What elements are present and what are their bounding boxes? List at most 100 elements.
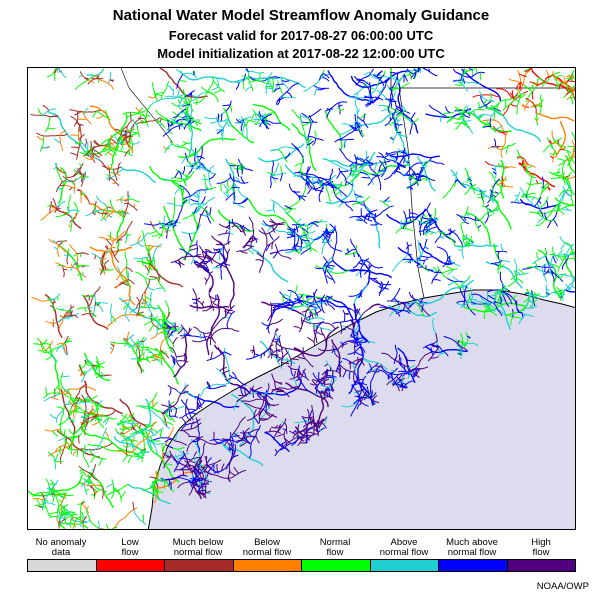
- river-segment: [59, 446, 61, 455]
- river-segment: [337, 367, 341, 372]
- river-segment: [190, 473, 194, 482]
- river-segment: [213, 439, 221, 445]
- river-segment: [567, 158, 572, 166]
- river-segment: [59, 512, 63, 521]
- river-segment: [423, 175, 436, 182]
- river-segment: [157, 319, 161, 328]
- river-segment: [194, 442, 206, 476]
- river-segment: [165, 444, 173, 449]
- river-segment: [272, 225, 276, 233]
- river-segment: [147, 427, 165, 440]
- river-segment: [156, 91, 165, 95]
- river-segment: [88, 306, 93, 309]
- river-segment: [202, 332, 207, 341]
- river-segment: [549, 267, 552, 276]
- river-segment: [269, 302, 273, 319]
- river-segment: [545, 287, 550, 292]
- river-segment: [269, 160, 275, 189]
- river-segment: [250, 237, 259, 240]
- river-segment: [425, 223, 428, 228]
- river-segment: [252, 109, 261, 120]
- river-segment: [359, 195, 370, 205]
- river-segment: [81, 468, 90, 478]
- river-segment: [371, 76, 380, 80]
- river-segment: [363, 71, 372, 76]
- river-segment: [172, 116, 177, 119]
- river-segment: [108, 165, 113, 170]
- river-segment: [425, 230, 438, 234]
- river-segment: [117, 438, 148, 454]
- river-segment: [524, 68, 532, 73]
- river-segment: [85, 508, 102, 529]
- river-segment: [493, 138, 497, 147]
- river-segment: [40, 208, 57, 221]
- river-segment: [80, 428, 141, 459]
- river-segment: [565, 89, 572, 96]
- river-segment: [524, 99, 530, 111]
- river-segment: [182, 166, 186, 175]
- river-segment: [163, 336, 172, 341]
- river-segment: [203, 174, 209, 190]
- river-segment: [284, 152, 291, 160]
- river-segment: [550, 263, 556, 271]
- river-segment: [461, 215, 463, 220]
- river-segment: [317, 418, 325, 425]
- river-segment: [78, 133, 85, 141]
- river-segment: [211, 235, 229, 265]
- river-segment: [189, 412, 194, 421]
- river-segment: [176, 119, 180, 123]
- river-segment: [169, 140, 191, 152]
- river-segment: [288, 298, 295, 306]
- river-segment: [518, 162, 523, 165]
- river-segment: [274, 331, 279, 344]
- river-segment: [488, 214, 493, 217]
- river-segment: [314, 130, 317, 139]
- river-segment: [239, 224, 247, 236]
- river-segment: [92, 201, 97, 213]
- river-segment: [497, 176, 507, 186]
- river-segment: [510, 316, 514, 325]
- river-segment: [120, 429, 132, 435]
- river-segment: [61, 392, 70, 395]
- river-segment: [464, 185, 473, 196]
- river-segment: [491, 167, 496, 171]
- river-segment: [164, 463, 173, 466]
- river-segment: [395, 110, 403, 116]
- river-segment: [472, 184, 477, 187]
- river-segment: [82, 483, 88, 495]
- river-segment: [180, 390, 189, 395]
- river-segment: [69, 401, 76, 408]
- river-segment: [417, 68, 420, 73]
- river-segment: [215, 256, 229, 268]
- river-segment: [378, 284, 384, 296]
- river-segment: [95, 302, 100, 306]
- river-segment: [430, 356, 439, 359]
- river-segment: [107, 210, 113, 213]
- river-segment: [326, 107, 331, 111]
- river-segment: [96, 210, 108, 215]
- river-segment: [270, 348, 274, 353]
- river-segment: [73, 253, 78, 257]
- river-segment: [552, 74, 566, 84]
- river-segment: [181, 156, 187, 164]
- river-segment: [252, 345, 256, 358]
- river-segment: [419, 165, 428, 176]
- river-segment: [366, 269, 371, 273]
- river-segment: [163, 178, 172, 181]
- river-segment: [557, 139, 559, 144]
- river-segment: [418, 266, 423, 268]
- river-segment: [177, 259, 182, 268]
- river-segment: [233, 180, 249, 184]
- river-segment: [170, 346, 182, 368]
- river-segment: [421, 217, 434, 221]
- river-segment: [109, 346, 114, 351]
- river-segment: [103, 259, 110, 271]
- river-segment: [231, 371, 237, 379]
- river-segment: [276, 306, 285, 310]
- river-segment: [536, 196, 549, 214]
- river-segment: [530, 102, 542, 108]
- river-segment: [516, 277, 524, 284]
- river-segment: [454, 179, 458, 184]
- river-segment: [85, 157, 94, 160]
- river-segment: [396, 151, 401, 154]
